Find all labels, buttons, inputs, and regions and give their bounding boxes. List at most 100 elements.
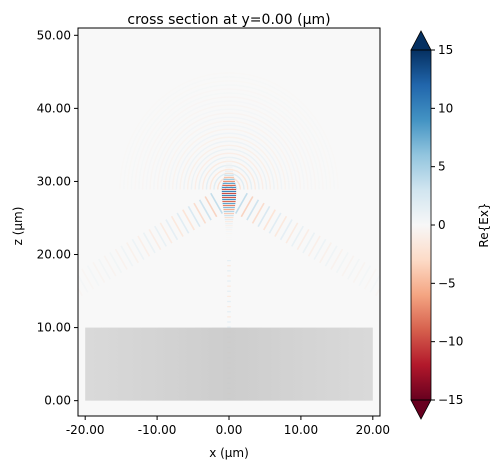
focal-band	[225, 227, 233, 229]
colorbar-gradient	[411, 50, 431, 400]
focal-band	[225, 235, 233, 237]
wave-ring	[186, 144, 272, 190]
wave-fringe	[274, 215, 288, 237]
wave-fringe	[182, 209, 195, 231]
colorbar-tick-label: 10	[438, 101, 453, 115]
wave-fringe	[257, 205, 271, 228]
wave-fringe	[159, 222, 173, 244]
wave-ring	[168, 124, 290, 190]
focal-band	[226, 249, 232, 251]
colorbar-tick-label: −10	[438, 335, 463, 349]
focal-band	[221, 194, 237, 197]
wave-fringe	[285, 222, 299, 244]
wave-fringe	[358, 265, 372, 287]
wave-fringe	[291, 225, 304, 247]
wave-fringe	[187, 205, 201, 228]
colorbar-tick-label: −5	[438, 276, 456, 290]
axial-band	[227, 295, 231, 298]
wave-ring	[149, 104, 309, 190]
wave-fringe	[131, 238, 145, 260]
focal-band	[225, 160, 233, 162]
wave-ring	[160, 116, 298, 190]
wave-ring	[123, 76, 335, 190]
wave-fringe	[81, 268, 95, 290]
colorbar-tick-label: 15	[438, 43, 453, 57]
axial-band	[227, 285, 231, 287]
focal-band	[225, 229, 233, 231]
wave-ring	[183, 140, 275, 190]
wave-fringe	[142, 232, 156, 254]
focal-band	[223, 180, 235, 183]
wave-ring	[134, 88, 324, 190]
focal-band	[226, 257, 232, 259]
y-tick-label: 40.00	[37, 101, 71, 115]
x-tick-label: -10.00	[138, 423, 177, 437]
axial-band	[227, 316, 231, 318]
focal-band	[226, 255, 232, 257]
colorbar-tick-label: −15	[438, 393, 463, 407]
wave-fringe	[307, 235, 321, 257]
colorbar-tick-label: 0	[438, 218, 446, 232]
wave-fringe	[98, 258, 111, 280]
focal-band	[225, 166, 233, 168]
y-tick-label: 10.00	[37, 321, 71, 335]
wave-ring	[126, 80, 332, 190]
wave-ring	[145, 100, 313, 190]
focal-band	[225, 233, 233, 235]
wave-ring	[179, 136, 279, 190]
focal-band	[225, 237, 233, 239]
focal-band	[224, 212, 234, 215]
wave-fringe	[120, 245, 134, 267]
focal-band	[225, 158, 233, 160]
colorbar-ticks: −15 −10 −5 0 5 10 15	[431, 43, 463, 407]
focal-band	[221, 192, 237, 195]
colorbar: −15 −10 −5 0 5 10 15 Re{Ex}	[410, 30, 491, 420]
y-axis-label: z (μm)	[11, 207, 25, 246]
axial-band	[227, 259, 231, 262]
focal-band	[225, 223, 233, 225]
focal-band	[225, 220, 233, 223]
wave-fringe	[347, 258, 360, 280]
wave-fringe	[296, 229, 310, 251]
focal-band	[224, 174, 234, 176]
wave-fringe	[319, 242, 332, 264]
focal-band	[223, 176, 235, 178]
colorbar-label: Re{Ex}	[477, 202, 491, 247]
wave-fringe	[335, 252, 349, 274]
wave-fringe	[240, 196, 254, 218]
focal-band	[226, 245, 232, 247]
wave-ring	[141, 96, 317, 190]
focal-band	[221, 190, 237, 193]
wave-ring	[190, 148, 268, 190]
focal-band	[224, 172, 234, 174]
focal-band	[226, 251, 232, 253]
wave-ring	[198, 156, 260, 190]
axial-band	[227, 321, 231, 323]
focal-band	[222, 196, 236, 199]
wave-fringe	[279, 219, 293, 241]
wave-fringe	[204, 196, 218, 218]
wave-fringe	[170, 215, 184, 237]
focal-band	[225, 225, 233, 227]
wave-fringe	[137, 235, 151, 257]
chart-title: cross section at y=0.00 (μm)	[127, 12, 330, 28]
wave-ring	[194, 152, 264, 190]
x-tick-label: 0.00	[216, 423, 243, 437]
y-tick-label: 50.00	[37, 28, 71, 42]
axial-band	[227, 290, 231, 292]
colorbar-extend-min	[410, 399, 432, 420]
y-tick-label: 0.00	[44, 394, 71, 408]
wave-ring	[205, 164, 253, 190]
focal-band	[222, 184, 236, 187]
wave-fringe	[251, 202, 265, 224]
focal-band	[224, 218, 234, 221]
axial-band	[227, 326, 231, 328]
x-tick-label: -20.00	[66, 423, 105, 437]
focal-band	[222, 204, 236, 207]
wave-fringe	[86, 265, 100, 287]
wave-fringe	[210, 192, 223, 214]
axial-band	[227, 306, 231, 308]
y-axis-ticks: 0.00 10.00 20.00 30.00 40.00 50.00	[37, 28, 78, 408]
y-tick-label: 30.00	[37, 174, 71, 188]
